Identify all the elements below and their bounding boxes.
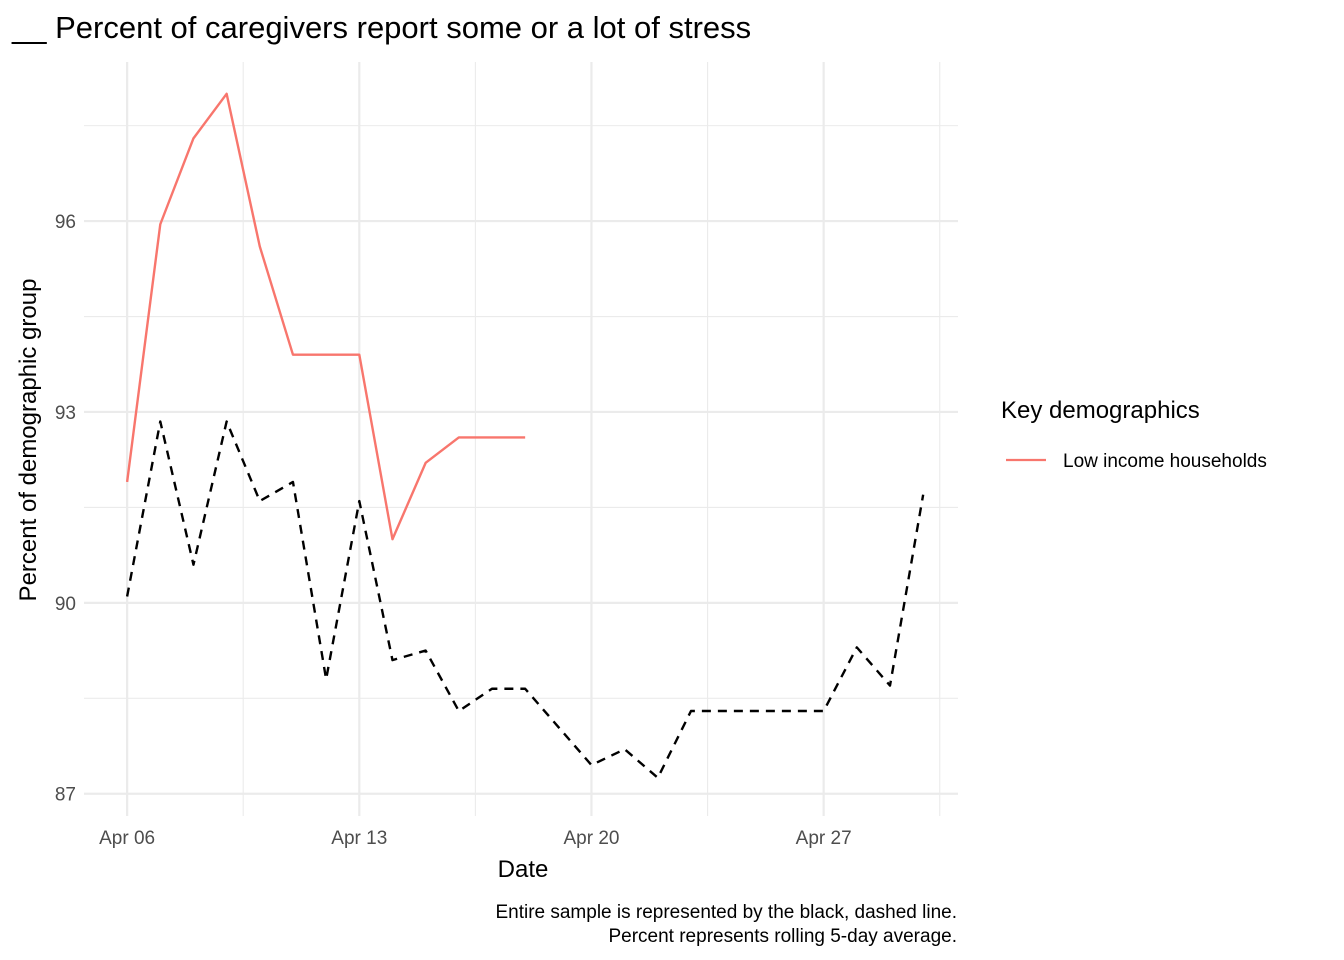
legend: Key demographics Low income households [1001,397,1267,472]
series-line-entire-sample [125,420,925,780]
y-axis-title: Percent of demographic group [15,279,42,602]
x-tick-labels: Apr 06 Apr 13 Apr 20 Apr 27 [99,828,852,849]
series-line-low-income [125,92,526,541]
caption-line-1: Entire sample is represented by the blac… [495,902,957,923]
y-tick-label: 87 [55,785,76,806]
x-tick-label: Apr 20 [563,828,619,849]
x-tick-label: Apr 13 [331,828,387,849]
x-tick-label: Apr 27 [796,828,852,849]
legend-title: Key demographics [1001,397,1200,424]
y-tick-labels: 87 90 93 96 [55,212,76,806]
y-tick-label: 90 [55,594,76,615]
legend-label-low-income: Low income households [1063,451,1267,472]
series-lines [125,92,925,780]
x-tick-label: Apr 06 [99,828,155,849]
y-tick-label: 93 [55,403,76,424]
chart-title: __ Percent of caregivers report some or … [11,10,751,45]
y-tick-label: 96 [55,212,76,233]
grid-lines [84,62,958,816]
x-axis-title: Date [498,856,549,883]
caption-line-2: Percent represents rolling 5-day average… [608,926,957,947]
